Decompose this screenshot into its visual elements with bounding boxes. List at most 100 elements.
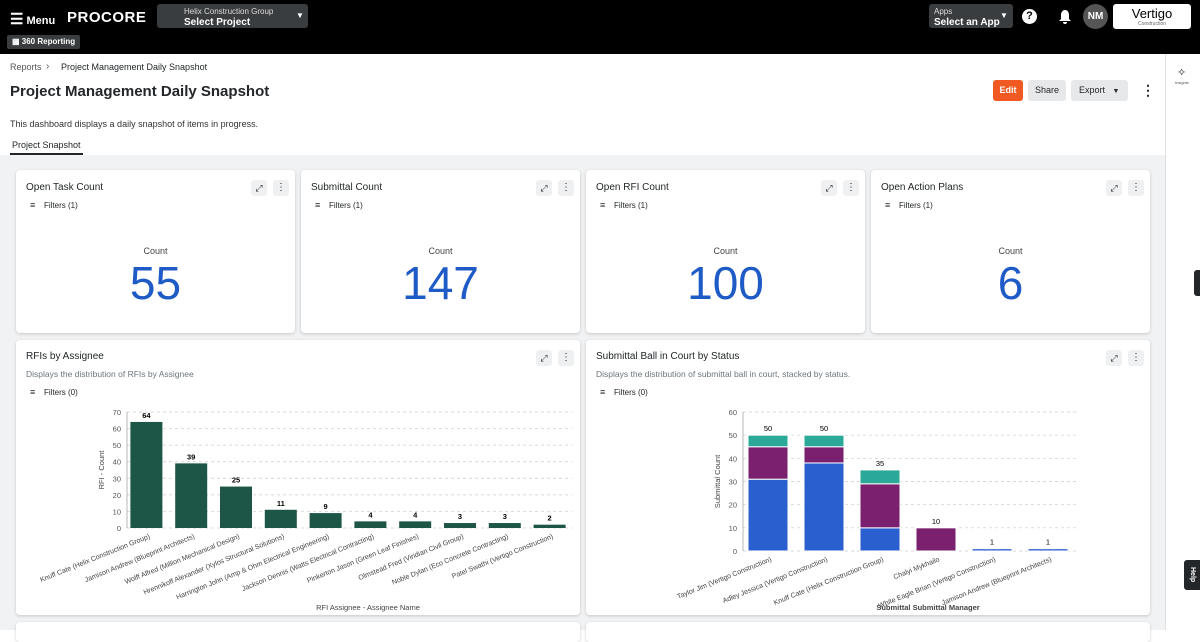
card-menu[interactable]: ⋮ (558, 180, 574, 196)
chart: 0 10 20 30 40 50 60 70 RFI - Count RFI Assignee -… (39, 408, 572, 612)
logo[interactable]: PROCORE (67, 9, 147, 26)
y-tick-label: 20 (729, 501, 737, 510)
card (586, 622, 1150, 642)
chart-card: RFIs by Assignee Displays the distributio… (16, 340, 580, 615)
breadcrumb-link[interactable]: Reports (10, 62, 42, 72)
kpi-title: Open Task Count (26, 182, 104, 193)
help-icon[interactable]: ? (1022, 9, 1037, 24)
card-menu[interactable]: ⋮ (843, 180, 859, 196)
x-axis-label: RFI Assignee - Assignee Name (316, 603, 420, 612)
expand-icon[interactable]: ⤢ (1106, 180, 1122, 196)
tool-badge[interactable]: ▦ 360 Reporting (7, 35, 81, 49)
brand: Vertigo (1131, 6, 1173, 21)
data-label: 3 (458, 512, 462, 521)
total-label: 1 (1046, 538, 1050, 547)
avatar[interactable]: NM (1083, 4, 1108, 29)
total-label: 50 (764, 424, 772, 433)
help-tab[interactable]: Help (1184, 560, 1200, 590)
card-menu[interactable]: ⋮ (1128, 350, 1144, 366)
bar-segment (859, 483, 901, 529)
data-label: 11 (277, 499, 285, 508)
kpi-value: 147 (402, 257, 479, 309)
apps-value: Select an App (934, 17, 1000, 28)
caret: ▼ (296, 11, 304, 20)
data-label: 64 (142, 411, 151, 420)
filters[interactable]: Filters (0) (614, 388, 648, 397)
kpi-label: Count (143, 246, 168, 256)
menu-label: Menu (26, 15, 56, 27)
bar (444, 523, 476, 528)
caret: ▼ (1000, 11, 1008, 20)
company-logo: Vertigo Construction (1113, 4, 1191, 29)
bar-segment (915, 527, 957, 552)
kpi-value: 55 (129, 257, 182, 309)
y-tick-label: 10 (113, 507, 121, 516)
kpi-label: Count (713, 246, 738, 256)
card-menu[interactable]: ⋮ (1128, 180, 1144, 196)
bar (488, 523, 521, 528)
export-button[interactable]: Export ▼ (1071, 80, 1128, 101)
breadcrumb-current: Project Management Daily Snapshot (61, 62, 208, 72)
insights-label: Insights (1175, 80, 1189, 85)
apps-label: Apps (934, 7, 953, 16)
company-name: Helix Construction Group (184, 7, 274, 16)
bar (399, 521, 432, 528)
bar-segment (971, 548, 1013, 552)
insights-icon[interactable]: ✧ (1177, 67, 1187, 79)
chart-subtitle: Displays the distribution of submittal b… (596, 369, 851, 379)
x-tick-label: Taylor Jim (Vertigo Construction) (676, 556, 772, 600)
expand-icon[interactable]: ⤢ (821, 180, 837, 196)
kpi-title: Open Action Plans (881, 182, 964, 193)
bell-icon[interactable] (1058, 9, 1072, 24)
description: This dashboard displays a daily snapshot… (10, 119, 259, 129)
chart: 0 10 20 30 40 50 60 Submittal Count Submittal Su… (676, 408, 1076, 612)
data-label: 4 (413, 510, 418, 519)
x-tick-label: White Eagle Brian (Vertigo Construction) (878, 556, 997, 610)
card-menu[interactable]: ⋮ (558, 350, 574, 366)
expand-icon[interactable]: ⤢ (536, 350, 552, 366)
y-tick-label: 10 (729, 524, 737, 533)
filters[interactable]: Filters (1) (899, 201, 933, 210)
y-tick-label: 50 (729, 431, 737, 440)
filters[interactable]: Filters (1) (329, 201, 363, 210)
export-label: Export (1079, 85, 1106, 95)
expand-icon[interactable]: ⤢ (536, 180, 552, 196)
app-selector[interactable]: Apps Select an App ▼ (929, 4, 1013, 28)
filters[interactable]: Filters (1) (614, 201, 648, 210)
bar (175, 463, 208, 528)
edit-button[interactable]: Edit (993, 80, 1023, 101)
total-label: 1 (990, 538, 994, 547)
project-selector[interactable]: Helix Construction Group Select Project … (157, 4, 308, 28)
share-button[interactable]: Share (1028, 80, 1066, 101)
bar-segment (803, 462, 845, 552)
menu-button[interactable]: ☰ Menu (10, 11, 56, 28)
filters[interactable]: Filters (1) (44, 201, 78, 210)
bar-segment (1027, 548, 1069, 552)
y-tick-label: 70 (113, 408, 121, 417)
kpi-card: Open Action Plans ⤢ ⋮ ≡ Filters (1) Count 6 (871, 170, 1150, 333)
card-menu[interactable]: ⋮ (273, 180, 289, 196)
data-label: 3 (503, 512, 507, 521)
filter-icon: ≡ (30, 387, 36, 397)
y-tick-label: 50 (113, 441, 121, 450)
y-tick-label: 60 (113, 425, 121, 434)
y-tick-label: 0 (733, 547, 737, 556)
data-label: 9 (324, 502, 328, 511)
bar (309, 513, 342, 528)
chart-card: Submittal Ball in Court by Status Display… (586, 340, 1150, 615)
bar (354, 521, 387, 528)
x-tick-label: Knuff Cate (Helix Construction Group) (773, 556, 885, 607)
brand-sub: Construction (1137, 21, 1167, 27)
kpi-value: 6 (997, 257, 1024, 309)
bar-segment (859, 469, 901, 485)
kpi-value: 100 (687, 257, 764, 309)
y-tick-label: 30 (113, 474, 121, 483)
expand-icon[interactable]: ⤢ (251, 180, 267, 196)
expand-icon[interactable]: ⤢ (1106, 350, 1122, 366)
more-menu[interactable]: ⋮ (1141, 82, 1155, 98)
total-label: 35 (876, 459, 884, 468)
filters[interactable]: Filters (0) (44, 388, 78, 397)
kpi-card: Submittal Count ⤢ ⋮ ≡ Filters (1) Count 147 (301, 170, 580, 333)
y-tick-label: 40 (729, 454, 737, 463)
tab[interactable]: Project Snapshot (10, 140, 83, 155)
